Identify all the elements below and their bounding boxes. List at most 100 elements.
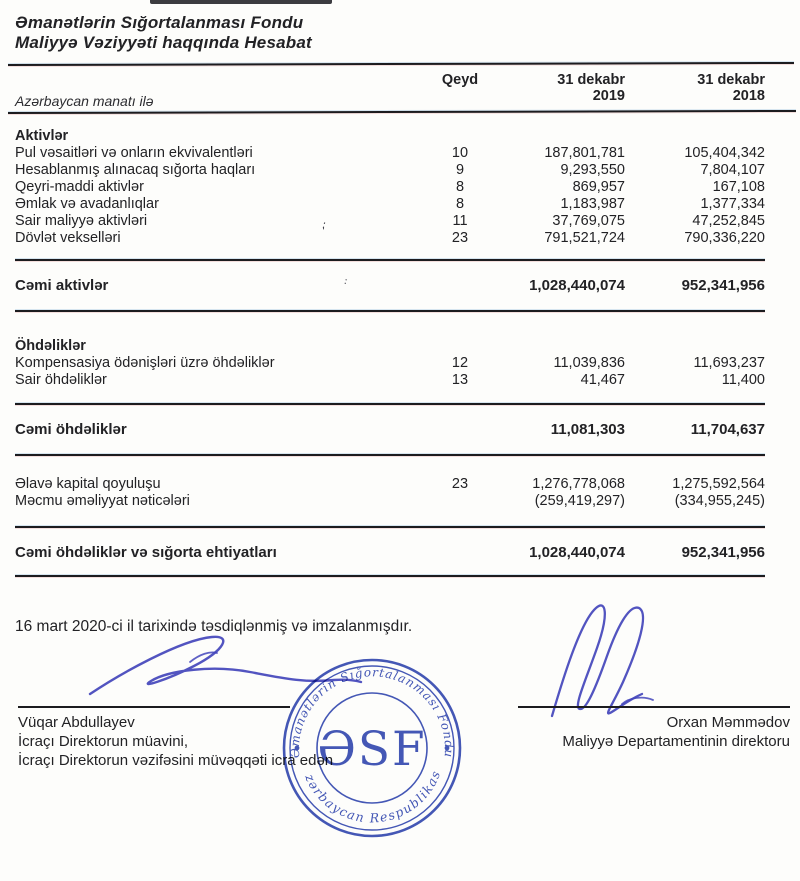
divider-line xyxy=(15,259,765,261)
total-liabilities-row: Cəmi öhdəliklər 11,081,303 11,704,637 xyxy=(15,405,765,454)
table-row: Hesablanmış alınacaq sığorta haqları 9 9… xyxy=(15,162,765,179)
row-value-2019: 869,957 xyxy=(572,179,625,195)
signatory-name: Orxan Məmmədov xyxy=(666,714,790,731)
row-note: 23 xyxy=(451,230,469,246)
table-row: Sair maliyyə aktivləri 11 37,769,075 47,… xyxy=(15,213,765,230)
row-value-2019: 41,467 xyxy=(580,372,625,388)
left-signatory-block: Vüqar Abdullayev İcraçı Direktorun müavi… xyxy=(18,706,334,770)
total-liabilities-and-reserves-row: Cəmi öhdəliklər və sığorta ehtiyatları 1… xyxy=(15,528,765,575)
row-label: Hesablanmış alınacaq sığorta haqları xyxy=(15,162,256,178)
org-name: Əmanətlərin Sığortalanması Fondu xyxy=(15,13,304,32)
balance-sheet-table: Aktivlər Pul vəsaitləri və onların ekviv… xyxy=(15,128,765,577)
divider-line xyxy=(7,109,797,115)
total-label: Cəmi öhdəliklər və sığorta ehtiyatları xyxy=(15,544,277,561)
row-label: Əmlak və avadanlıqlar xyxy=(15,196,159,212)
row-label: Sair maliyyə aktivləri xyxy=(15,213,148,229)
table-row: Sair öhdəliklər 13 41,467 11,400 xyxy=(15,372,765,389)
row-note: 8 xyxy=(455,196,465,212)
official-stamp: Əmanətlərin Sığortalanması Fondu Azərbay… xyxy=(262,638,462,838)
total-value-2019: 11,081,303 xyxy=(550,421,625,438)
row-value-2019: 187,801,781 xyxy=(544,145,625,161)
row-value-2019: 37,769,075 xyxy=(552,213,625,229)
signatory-name: Vüqar Abdullayev xyxy=(18,714,135,731)
signatory-title: Maliyyə Departamentinin direktoru xyxy=(562,733,790,750)
table-row: Dövlət vekselləri 23 791,521,724 790,336… xyxy=(15,230,765,247)
stamp-second-ring xyxy=(289,665,455,831)
column-header-2019-year: 2019 xyxy=(592,88,625,104)
right-signatory-block: Orxan Məmmədov Maliyyə Departamentinin d… xyxy=(518,706,790,751)
column-header-2018-month: 31 dekabr xyxy=(697,72,765,88)
total-value-2019: 1,028,440,074 xyxy=(529,544,625,561)
signatory-title: İcraçı Direktorun vəzifəsini müvəqqəti i… xyxy=(18,752,334,769)
row-value-2018: 105,404,342 xyxy=(684,145,765,161)
total-value-2019: 1,028,440,074 xyxy=(529,277,625,294)
row-value-2018: (334,955,245) xyxy=(674,493,765,509)
total-label: Cəmi öhdəliklər xyxy=(15,421,127,438)
row-value-2018: 47,252,845 xyxy=(692,213,765,229)
row-label: Qeyri-maddi aktivlər xyxy=(15,179,144,195)
table-row: Pul vəsaitləri və onların ekvivalentləri… xyxy=(15,145,765,162)
total-value-2018: 952,341,956 xyxy=(681,544,765,561)
column-header-2019: 31 dekabr 2019 xyxy=(495,72,625,104)
row-label: Pul vəsaitləri və onların ekvivalentləri xyxy=(15,145,253,161)
column-header-2018-year: 2018 xyxy=(732,88,765,104)
row-note: 10 xyxy=(451,145,469,161)
divider-line xyxy=(15,526,765,528)
column-header-note: Qeyd xyxy=(441,72,479,88)
row-value-2019: 11,039,836 xyxy=(553,355,626,371)
row-value-2018: 1,275,592,564 xyxy=(672,476,765,492)
spacer xyxy=(15,312,765,338)
row-value-2019: 9,293,550 xyxy=(560,162,625,178)
column-header-2018: 31 dekabr 2018 xyxy=(625,72,765,104)
row-value-2019: 791,521,724 xyxy=(544,230,625,246)
column-header-2019-month: 31 dekabr xyxy=(557,72,625,88)
row-value-2019: (259,419,297) xyxy=(534,493,625,509)
stamp-dot-right xyxy=(444,745,450,751)
row-label: Dövlət vekselləri xyxy=(15,230,121,246)
row-value-2018: 1,377,334 xyxy=(700,196,765,212)
table-column-headers: Qeyd 31 dekabr 2019 31 dekabr 2018 xyxy=(15,72,765,104)
row-value-2018: 7,804,107 xyxy=(700,162,765,178)
spacer xyxy=(425,421,495,438)
total-value-2018: 952,341,956 xyxy=(681,277,765,294)
table-row: Məcmu əməliyyat nəticələri (259,419,297)… xyxy=(15,493,765,510)
row-value-2018: 790,336,220 xyxy=(684,230,765,246)
stamp-inner-ring xyxy=(316,692,428,804)
table-row: Qeyri-maddi aktivlər 8 869,957 167,108 xyxy=(15,179,765,196)
spacer xyxy=(15,456,765,476)
divider-line xyxy=(7,61,795,67)
total-label: Cəmi aktivlər xyxy=(15,277,109,294)
row-note: 13 xyxy=(451,372,469,388)
report-name: Maliyyə Vəziyyəti haqqında Hesabat xyxy=(15,33,312,52)
stamp-center-text: ƏSF xyxy=(317,722,426,777)
table-row: Əmlak və avadanlıqlar 8 1,183,987 1,377,… xyxy=(15,196,765,213)
scan-artifact-top xyxy=(150,0,332,4)
row-note: 23 xyxy=(451,476,469,492)
row-note: 8 xyxy=(455,179,465,195)
row-label: Sair öhdəliklər xyxy=(15,372,107,388)
table-row: Əlavə kapital qoyuluşu 23 1,276,778,068 … xyxy=(15,476,765,493)
spacer xyxy=(425,544,495,561)
divider-line xyxy=(15,403,765,405)
row-label: Kompensasiya ödənişləri üzrə öhdəliklər xyxy=(15,355,275,371)
row-note xyxy=(425,493,495,510)
table-row: Kompensasiya ödənişləri üzrə öhdəliklər … xyxy=(15,355,765,372)
row-note: 11 xyxy=(452,213,468,229)
section-title-liabilities: Öhdəliklər xyxy=(15,338,86,354)
signature-right xyxy=(550,604,654,718)
divider-line xyxy=(15,310,765,312)
divider-line xyxy=(15,575,765,577)
total-assets-row: Cəmi aktivlər 1,028,440,074 952,341,956 xyxy=(15,261,765,310)
row-value-2018: 11,693,237 xyxy=(693,355,766,371)
row-value-2019: 1,276,778,068 xyxy=(532,476,625,492)
row-note: 12 xyxy=(451,355,469,371)
row-value-2018: 167,108 xyxy=(712,179,765,195)
approval-date-note: 16 mart 2020-ci il tarixində təsdiqlənmi… xyxy=(15,618,413,635)
spacer xyxy=(425,277,495,294)
signatory-title: İcraçı Direktorun müavini, xyxy=(18,733,189,750)
row-label: Əlavə kapital qoyuluşu xyxy=(15,476,161,492)
total-value-2018: 11,704,637 xyxy=(690,421,765,438)
row-note: 9 xyxy=(455,162,465,178)
divider-line xyxy=(15,454,765,456)
